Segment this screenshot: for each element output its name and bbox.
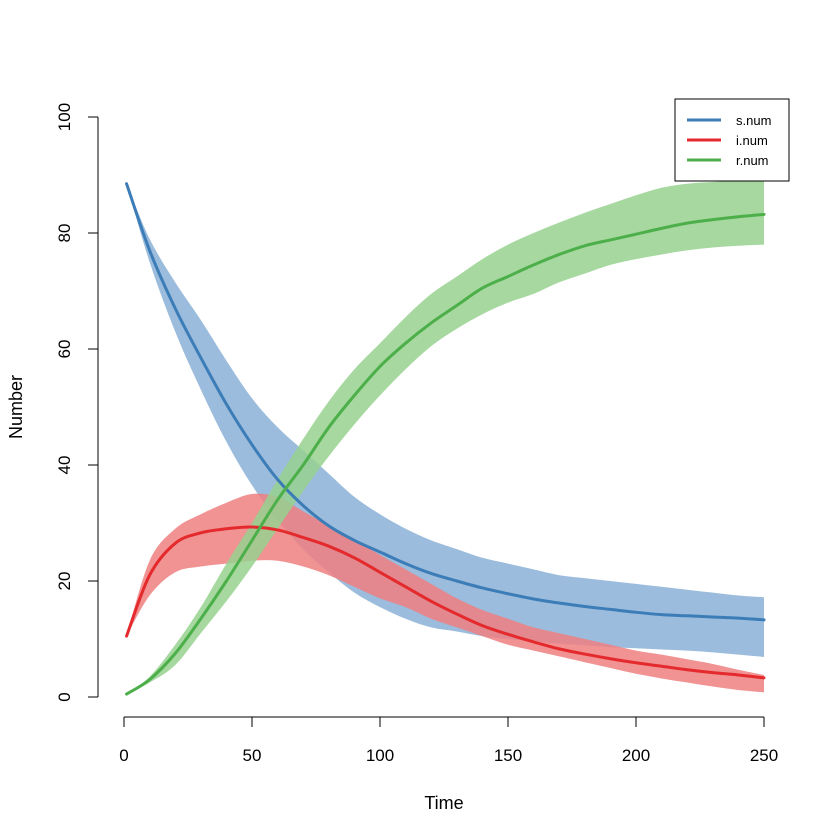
y-tick-label: 100 <box>55 103 74 131</box>
y-tick-label: 60 <box>55 340 74 359</box>
y-axis: 0 20 40 60 80 100 <box>55 103 99 702</box>
legend-label-r-num: r.num <box>736 153 769 168</box>
band-s-num <box>126 183 764 657</box>
x-axis: 0 50 100 150 200 250 <box>119 716 778 765</box>
y-axis-title: Number <box>6 375 26 439</box>
x-axis-title: Time <box>424 793 463 813</box>
legend-label-s-num: s.num <box>736 113 771 128</box>
y-tick-label: 0 <box>55 692 74 701</box>
x-tick-label: 250 <box>750 746 778 765</box>
x-tick-label: 0 <box>119 746 128 765</box>
legend: s.num i.num r.num <box>674 98 790 182</box>
x-tick-label: 50 <box>243 746 262 765</box>
line-i-num <box>125 525 766 680</box>
band-i-num <box>126 493 764 693</box>
x-tick-label: 150 <box>494 746 522 765</box>
line-s-num <box>125 182 766 622</box>
bands-layer <box>126 179 764 695</box>
y-tick-label: 80 <box>55 224 74 243</box>
y-tick-label: 20 <box>55 572 74 591</box>
lines-layer <box>125 182 766 696</box>
x-tick-label: 200 <box>622 746 650 765</box>
x-tick-label: 100 <box>366 746 394 765</box>
y-tick-label: 40 <box>55 456 74 475</box>
line-r-num <box>125 212 766 696</box>
legend-label-i-num: i.num <box>736 133 768 148</box>
band-r-num <box>126 179 764 695</box>
